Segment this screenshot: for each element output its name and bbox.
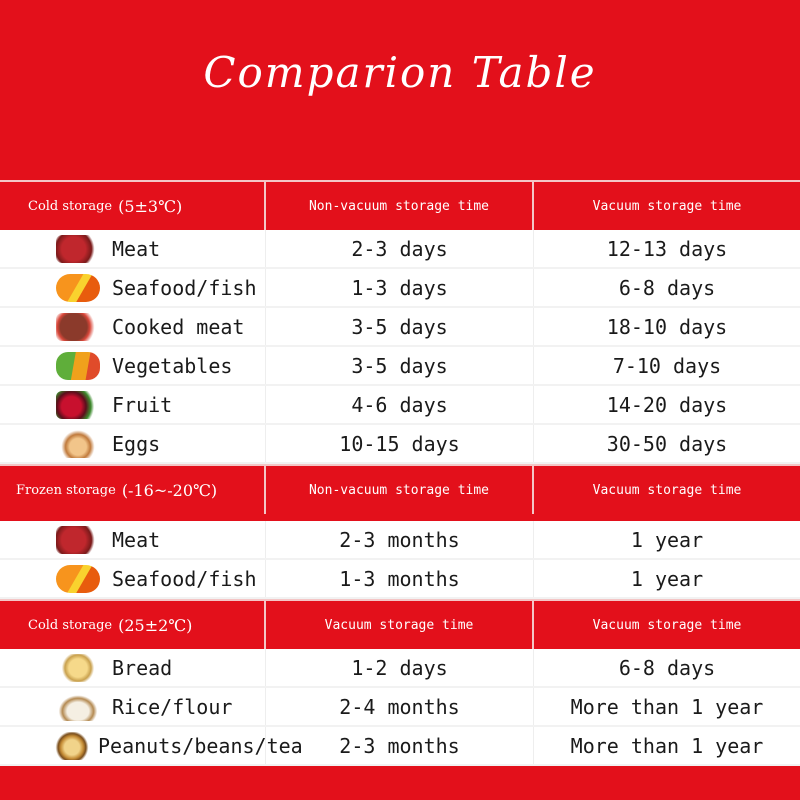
table-row: Rice/flour 2-4 months More than 1 year (0, 688, 800, 727)
section-label-cell: Cold storage (25±2℃) (0, 601, 266, 649)
section-temperature: (25±2℃) (118, 615, 193, 635)
column-header-vacuum: Vacuum storage time (592, 617, 742, 633)
nonvacuum-time: 2-3 days (266, 230, 534, 267)
table-row: Cooked meat 3-5 days 18-10 days (0, 308, 800, 347)
nonvacuum-time: 1-3 days (266, 269, 534, 306)
seafood-icon (56, 273, 100, 302)
meat-icon (56, 525, 100, 554)
vacuum-time: More than 1 year (570, 694, 764, 719)
nonvacuum-time: 2-3 months (266, 521, 534, 558)
nonvacuum-time: 1-2 days (266, 649, 534, 686)
food-name: Bread (112, 655, 173, 680)
nonvacuum-time: 1-3 months (266, 560, 534, 597)
section-header: Frozen storage (-16~-20℃) Non-vacuum sto… (0, 464, 800, 514)
section-label: Cold storage (28, 617, 113, 633)
food-name: Seafood/fish (112, 566, 257, 591)
meat-icon (56, 234, 100, 263)
nonvacuum-time: 10-15 days (266, 425, 534, 462)
vacuum-time: 6-8 days (618, 275, 716, 300)
table-row: Peanuts/beans/tea 2-3 months More than 1… (0, 727, 800, 766)
food-name: Peanuts/beans/tea (98, 733, 303, 758)
nonvacuum-time: 2-4 months (266, 688, 534, 725)
cooked-meat-icon (56, 312, 100, 341)
column-header-nonvacuum: Non-vacuum storage time (266, 182, 534, 230)
food-name: Meat (112, 236, 161, 261)
column-header-vacuum: Vacuum storage time (266, 601, 534, 649)
nonvacuum-time: 3-5 days (266, 308, 534, 345)
section-label: Frozen storage (16, 482, 116, 498)
rice-flour-icon (56, 692, 100, 721)
vacuum-time: 1 year (630, 527, 704, 552)
nonvacuum-time: 2-3 months (266, 727, 534, 764)
table-row: Meat 2-3 days 12-13 days (0, 230, 800, 269)
section-header: Cold storage (5±3℃) Non-vacuum storage t… (0, 180, 800, 230)
vacuum-time: 30-50 days (606, 431, 728, 456)
nonvacuum-time: 4-6 days (266, 386, 534, 423)
column-header-vacuum: Vacuum storage time (592, 198, 742, 214)
food-name: Rice/flour (112, 694, 233, 719)
peanuts-beans-tea-icon (52, 731, 92, 760)
table-row: Seafood/fish 1-3 days 6-8 days (0, 269, 800, 308)
vacuum-time: 12-13 days (606, 236, 728, 261)
section-header: Cold storage (25±2℃) Vacuum storage time… (0, 599, 800, 649)
vacuum-time: 1 year (630, 566, 704, 591)
fruit-icon (56, 390, 100, 419)
section-temperature: (5±3℃) (118, 196, 183, 216)
table-row: Vegetables 3-5 days 7-10 days (0, 347, 800, 386)
vegetables-icon (56, 351, 100, 380)
vacuum-time: More than 1 year (570, 733, 764, 758)
table-row: Fruit 4-6 days 14-20 days (0, 386, 800, 425)
food-name: Vegetables (112, 353, 233, 378)
seafood-icon (56, 564, 100, 593)
column-header-nonvacuum: Non-vacuum storage time (266, 466, 534, 514)
section-label-cell: Cold storage (5±3℃) (0, 182, 266, 230)
table-row: Eggs 10-15 days 30-50 days (0, 425, 800, 464)
divider (0, 514, 800, 521)
page-title: Comparion Table (203, 48, 597, 97)
vacuum-time: 6-8 days (618, 655, 716, 680)
section-label-cell: Frozen storage (-16~-20℃) (0, 466, 266, 514)
column-header-vacuum: Vacuum storage time (592, 482, 742, 498)
table-row: Bread 1-2 days 6-8 days (0, 649, 800, 688)
food-name: Fruit (112, 392, 173, 417)
food-name: Seafood/fish (112, 275, 257, 300)
comparison-table: Cold storage (5±3℃) Non-vacuum storage t… (0, 180, 800, 766)
section-temperature: (-16~-20℃) (121, 480, 218, 500)
food-name: Cooked meat (112, 314, 245, 339)
section-label: Cold storage (28, 198, 113, 214)
vacuum-time: 18-10 days (606, 314, 728, 339)
table-row: Meat 2-3 months 1 year (0, 521, 800, 560)
vacuum-time: 7-10 days (612, 353, 722, 378)
food-name: Eggs (112, 431, 161, 456)
nonvacuum-time: 3-5 days (266, 347, 534, 384)
eggs-icon (56, 429, 100, 458)
vacuum-time: 14-20 days (606, 392, 728, 417)
food-name: Meat (112, 527, 161, 552)
bread-icon (56, 653, 100, 682)
table-row: Seafood/fish 1-3 months 1 year (0, 560, 800, 599)
